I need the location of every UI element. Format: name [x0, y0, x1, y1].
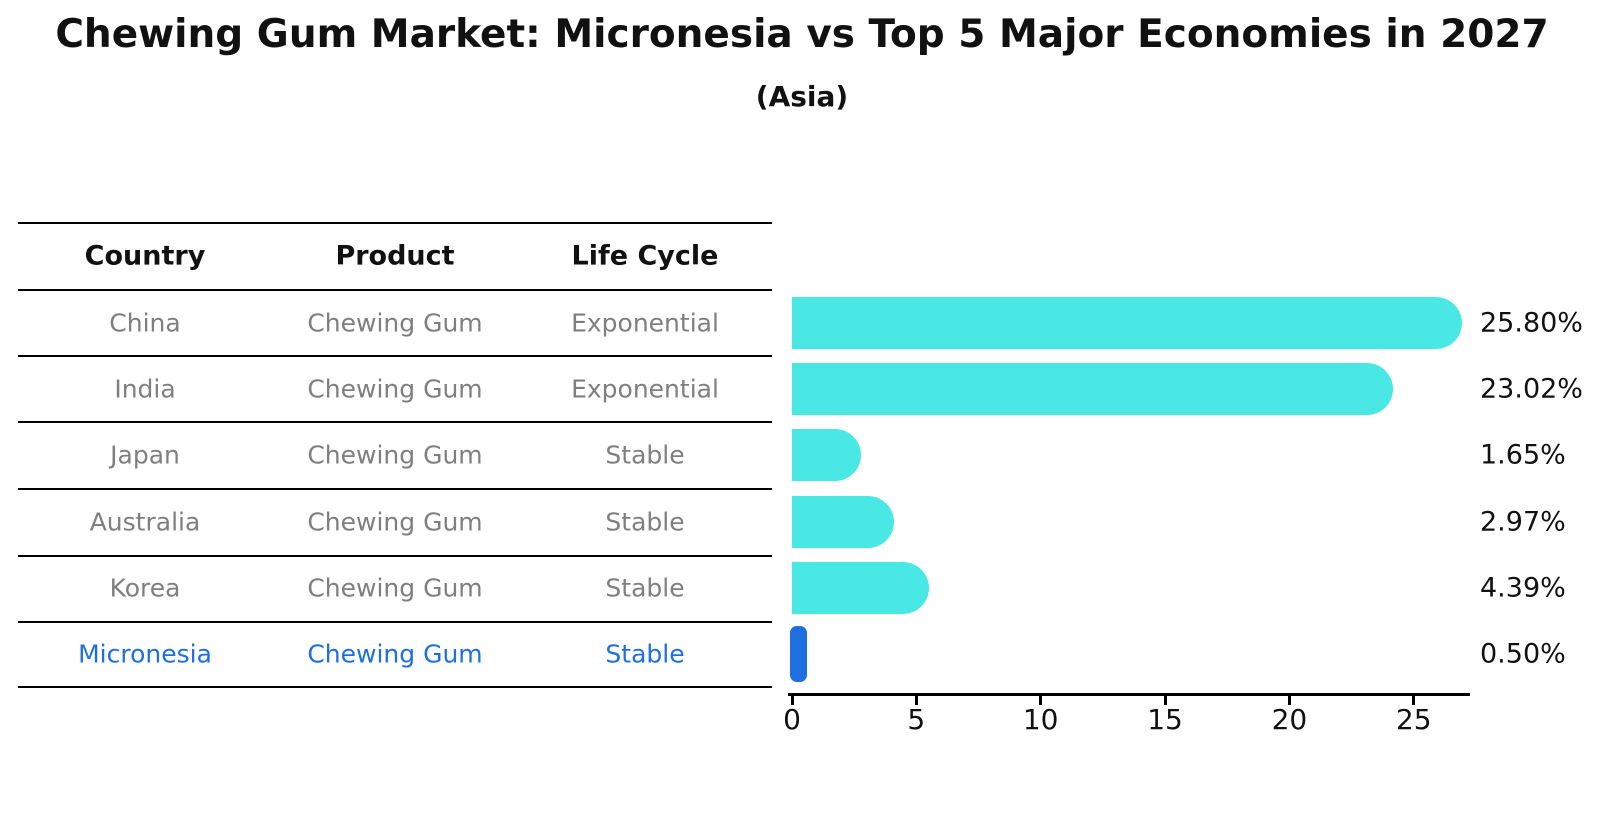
cell-product-korea: Chewing Gum: [307, 573, 483, 603]
value-label-australia: 2.97%: [1480, 506, 1566, 538]
x-axis-tick: [790, 693, 794, 705]
x-axis-tick-label: 10: [1022, 703, 1059, 736]
x-axis-tick-label: 0: [783, 703, 801, 736]
cell-lifecycle-india: Exponential: [571, 374, 719, 404]
cell-lifecycle-micronesia: Stable: [605, 639, 685, 669]
cell-country-india: India: [114, 374, 176, 404]
cell-country-china: China: [109, 308, 181, 338]
cell-lifecycle-japan: Stable: [605, 440, 685, 470]
x-axis-tick: [1287, 693, 1291, 705]
cell-country-japan: Japan: [110, 440, 180, 470]
value-label-china: 25.80%: [1480, 307, 1583, 339]
table-rule: [18, 289, 772, 291]
cell-lifecycle-korea: Stable: [605, 573, 685, 603]
col-header-product: Product: [335, 240, 455, 272]
cell-country-australia: Australia: [89, 507, 201, 537]
cell-lifecycle-china: Exponential: [571, 308, 719, 338]
x-axis-tick: [914, 693, 918, 705]
x-axis-tick-label: 20: [1271, 703, 1308, 736]
chart-subtitle: (Asia): [755, 80, 849, 113]
x-axis-tick: [1163, 693, 1167, 705]
value-label-korea: 4.39%: [1480, 572, 1566, 604]
cell-country-micronesia: Micronesia: [78, 639, 212, 669]
x-axis-tick-label: 25: [1395, 703, 1432, 736]
table-rule: [18, 686, 772, 688]
table-rule: [18, 355, 772, 357]
table-rule: [18, 421, 772, 423]
bar-india: [792, 363, 1393, 415]
value-label-micronesia: 0.50%: [1480, 638, 1566, 670]
bar-australia: [792, 496, 894, 548]
cell-product-australia: Chewing Gum: [307, 507, 483, 537]
value-label-japan: 1.65%: [1480, 439, 1566, 471]
cell-country-korea: Korea: [109, 573, 181, 603]
chart-title: Chewing Gum Market: Micronesia vs Top 5 …: [55, 12, 1549, 57]
table-rule: [18, 555, 772, 557]
bar-china: [792, 297, 1462, 349]
cell-product-india: Chewing Gum: [307, 374, 483, 404]
col-header-country: Country: [84, 240, 206, 272]
cell-lifecycle-australia: Stable: [605, 507, 685, 537]
bar-japan: [792, 429, 861, 481]
x-axis-tick: [1039, 693, 1043, 705]
x-axis-line: [788, 693, 1470, 696]
cell-product-china: Chewing Gum: [307, 308, 483, 338]
bar-korea: [792, 562, 929, 614]
x-axis-tick-label: 15: [1147, 703, 1183, 736]
x-axis-tick-label: 5: [907, 703, 926, 736]
x-axis-tick: [1412, 693, 1416, 705]
bar-micronesia: [790, 626, 807, 682]
cell-product-japan: Chewing Gum: [307, 440, 483, 470]
table-rule: [18, 621, 772, 623]
cell-product-micronesia: Chewing Gum: [307, 639, 483, 669]
table-rule: [18, 222, 772, 224]
table-rule: [18, 488, 772, 490]
col-header-life-cycle: Life Cycle: [571, 240, 719, 272]
value-label-india: 23.02%: [1480, 373, 1583, 405]
